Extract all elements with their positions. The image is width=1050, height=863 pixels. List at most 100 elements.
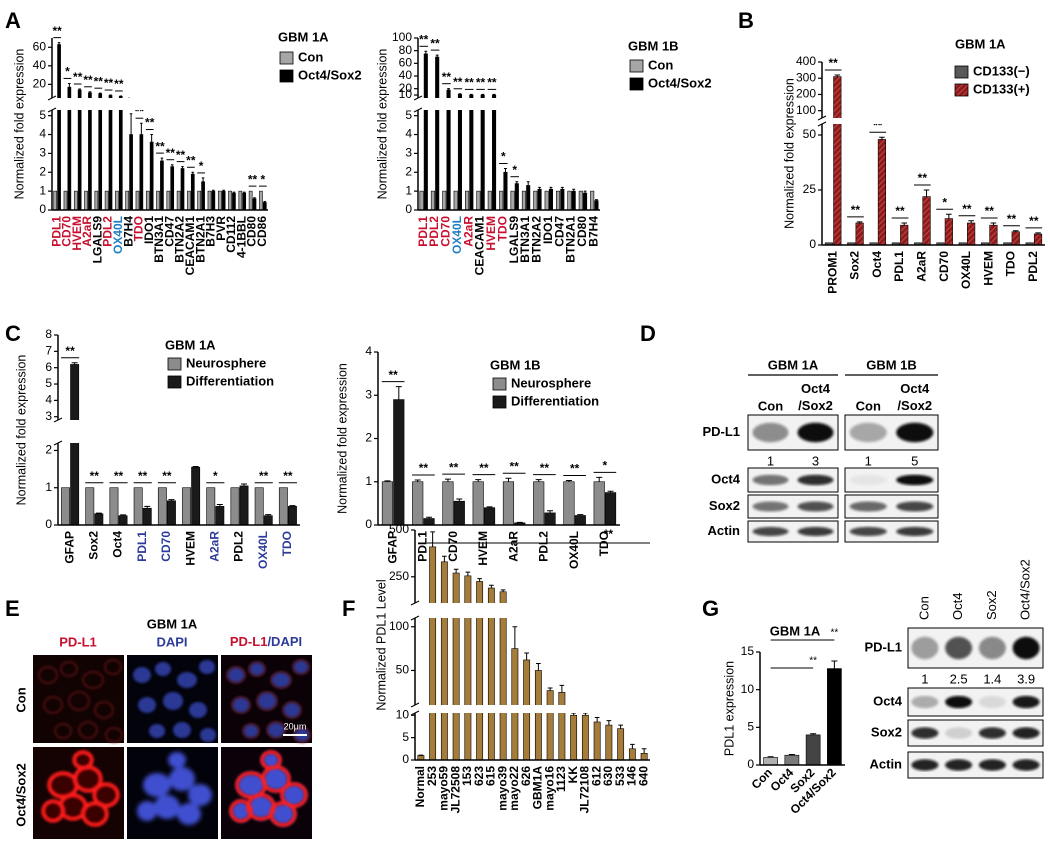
- significance-label: **: [442, 70, 452, 84]
- error-bar: [559, 684, 565, 693]
- y-tick-label: 5: [747, 720, 754, 734]
- x-tick-label: A2aR: [80, 216, 94, 247]
- bar: [526, 185, 531, 211]
- bar: [423, 53, 428, 211]
- error-bar: [78, 88, 81, 90]
- error-bar: [549, 186, 553, 190]
- error-bar: [170, 164, 174, 167]
- legend-label: Differentiation: [186, 373, 274, 388]
- significance-label: **: [94, 74, 104, 88]
- legend-swatch: [629, 59, 644, 73]
- bar: [118, 515, 128, 526]
- bar: [435, 56, 440, 211]
- bar: [94, 190, 99, 211]
- x-tick-label: CEACAM1: [183, 216, 197, 276]
- y-tick-label: 6: [45, 360, 52, 374]
- x-tick-label: GFAP: [62, 531, 76, 564]
- x-tick-label: 612: [589, 766, 603, 786]
- error-bar: [535, 479, 542, 482]
- legend-swatch: [167, 357, 182, 371]
- image-column-label: PD-L1/DAPI: [230, 634, 302, 649]
- bar: [567, 190, 572, 211]
- y-tick-label: 1: [45, 480, 52, 494]
- bar: [989, 224, 998, 246]
- bar: [182, 487, 192, 526]
- legend-label: Oct4/Sox2: [648, 75, 712, 90]
- error-bar: [504, 167, 507, 173]
- bar: [73, 190, 78, 211]
- x-tick-label: PVR: [214, 216, 228, 241]
- error-bar: [834, 74, 841, 77]
- x-tick-label: CD80: [575, 216, 589, 247]
- x-tick-label: 626: [519, 766, 533, 786]
- x-tick-label: PDL1: [135, 531, 149, 562]
- error-bar: [990, 222, 997, 226]
- bar: [546, 690, 554, 761]
- x-tick-label: BTN2A2: [530, 216, 544, 263]
- error-bar: [831, 660, 838, 669]
- chart: [824, 69, 1043, 246]
- bar: [593, 481, 605, 526]
- bar: [480, 94, 485, 211]
- bar: [430, 190, 435, 211]
- legend-swatch: [954, 83, 969, 97]
- chart-title: GBM 1A: [165, 337, 216, 352]
- y-axis-label: PDL1 expression: [722, 661, 736, 756]
- significance-label: **: [895, 204, 905, 218]
- x-tick-label: 630: [601, 766, 615, 786]
- error-bar: [232, 191, 236, 194]
- bar: [537, 188, 542, 211]
- blot-strip: [747, 520, 839, 543]
- error-bar: [879, 136, 885, 140]
- bar: [118, 96, 123, 211]
- error-bar: [265, 514, 272, 516]
- blot-lane-label: Con: [856, 398, 881, 413]
- bar: [393, 399, 405, 526]
- significance-label: **: [851, 203, 861, 217]
- bar: [109, 487, 119, 526]
- significance-label: **: [830, 628, 838, 639]
- error-bar: [524, 652, 529, 660]
- y-tick-label: 5: [39, 108, 46, 122]
- y-tick-label: 3: [405, 146, 412, 160]
- error-bar: [547, 687, 553, 691]
- blot-band: [978, 636, 1006, 660]
- x-tick-label: 623: [472, 766, 486, 786]
- blot-band: [896, 526, 934, 537]
- y-tick-label: 40: [399, 68, 413, 82]
- bar: [419, 190, 424, 211]
- bar: [476, 190, 481, 211]
- error-bar: [192, 465, 199, 468]
- bar: [556, 190, 561, 211]
- blot-row-label: PD-L1: [864, 639, 902, 654]
- blot-band: [752, 474, 789, 486]
- blot-row-label: Actin: [870, 756, 903, 771]
- bar: [833, 76, 842, 246]
- bar: [57, 44, 61, 211]
- y-tick-label: 1: [405, 183, 412, 197]
- bar: [805, 734, 821, 766]
- micrograph: [33, 747, 124, 839]
- bar: [487, 190, 492, 211]
- error-bar: [505, 477, 512, 482]
- bar: [827, 668, 842, 766]
- significance-label: **: [162, 469, 172, 483]
- bar: [252, 198, 257, 211]
- x-tick-label: CEACAM1: [473, 216, 487, 276]
- error-bar: [946, 213, 952, 219]
- y-tick-label: 0: [45, 517, 52, 531]
- error-bar: [212, 189, 215, 192]
- y-axis-label: Normalized PDL1 Level: [374, 579, 388, 710]
- error-bar: [512, 626, 518, 649]
- error-bar: [216, 504, 223, 507]
- x-tick-label: BTN3A1: [152, 216, 166, 263]
- x-tick-label: HVEM: [476, 531, 490, 566]
- bar: [239, 485, 249, 526]
- y-tick-label: 50: [396, 663, 410, 677]
- chart-title: GBM 1A: [955, 36, 1006, 51]
- x-tick-label: CD47: [552, 216, 566, 247]
- bar: [429, 546, 437, 761]
- error-bar: [565, 479, 572, 482]
- bar: [142, 507, 152, 526]
- significance-label: **: [138, 469, 148, 483]
